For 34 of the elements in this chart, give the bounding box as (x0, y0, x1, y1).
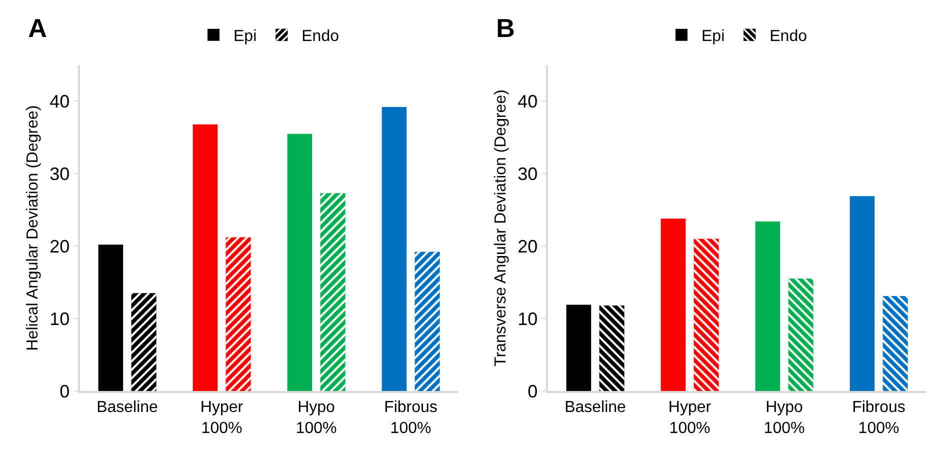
x-tick-label: Baseline (96, 398, 158, 416)
bar (850, 196, 875, 391)
y-axis-title: Helical Angular Deviation (Degree) (24, 105, 42, 351)
y-tick-label: 20 (518, 236, 538, 256)
x-tick-label: Hyper 100% (200, 398, 244, 437)
legend-label: Epi (702, 28, 725, 46)
bar (755, 221, 780, 391)
y-tick-label: 40 (518, 92, 538, 112)
bar (566, 304, 592, 391)
y-tick-label: 0 (528, 381, 538, 402)
x-tick-label: Fibrous 100% (852, 398, 906, 437)
bar (382, 107, 407, 391)
x-tick-label: Fibrous 100% (384, 398, 438, 437)
legend-label: Endo (302, 28, 340, 46)
bar (192, 124, 218, 391)
x-tick-label: Hyper 100% (668, 398, 712, 437)
x-tick-label: Baseline (564, 398, 626, 416)
y-tick-label: 10 (50, 308, 70, 329)
y-axis-title: Transverse Angular Deviation (Degree) (492, 90, 510, 366)
chart-title: B (496, 12, 515, 43)
y-tick-label: 30 (518, 164, 538, 184)
legend-label: Endo (770, 28, 808, 46)
y-tick-label: 0 (60, 381, 70, 402)
y-tick-label: 20 (50, 236, 70, 256)
bar (98, 244, 124, 391)
legend-label: Epi (234, 28, 257, 46)
y-tick-label: 40 (50, 92, 70, 112)
chart-title: A (28, 12, 48, 43)
y-tick-label: 30 (50, 164, 70, 184)
bar (660, 218, 686, 391)
y-tick-label: 10 (518, 308, 538, 329)
x-tick-label: Hypo 100% (296, 398, 337, 437)
x-tick-label: Hypo 100% (764, 398, 805, 437)
bar (287, 134, 312, 391)
